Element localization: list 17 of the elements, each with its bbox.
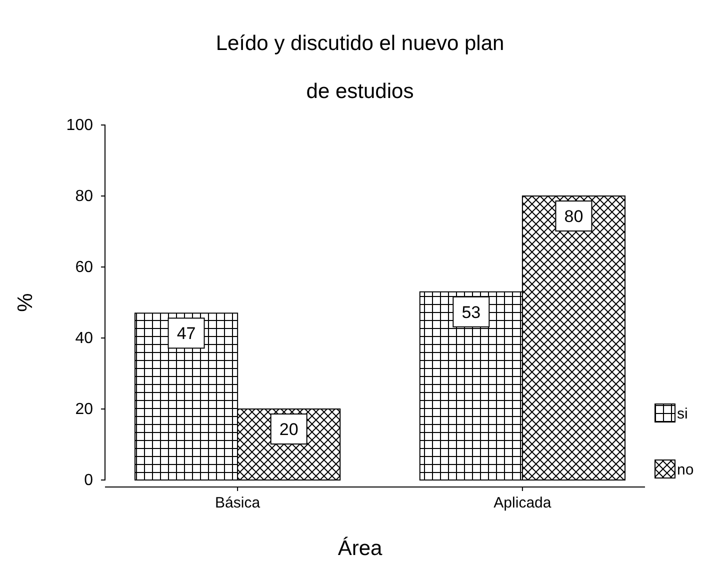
x-axis-title: Área	[338, 536, 382, 560]
chart-title: Leído y discutido el nuevo plan de estudios	[216, 32, 504, 103]
legend-label: no	[677, 461, 694, 478]
data-label: 20	[279, 420, 298, 439]
data-label: 53	[462, 302, 481, 322]
y-tick-label: 80	[75, 188, 94, 206]
data-label: 80	[564, 206, 584, 226]
x-tick-label: Aplicada	[494, 494, 552, 512]
y-tick-label: 100	[66, 117, 94, 134]
y-tick-label: 60	[75, 259, 94, 276]
y-axis-title: %	[14, 293, 37, 312]
y-tick-label: 40	[75, 330, 94, 348]
x-tick-label: Básica	[215, 494, 261, 512]
legend-label: si	[677, 405, 688, 422]
y-tick-label: 0	[84, 472, 94, 490]
y-tick-label: 20	[75, 401, 94, 418]
data-label: 47	[176, 324, 196, 344]
